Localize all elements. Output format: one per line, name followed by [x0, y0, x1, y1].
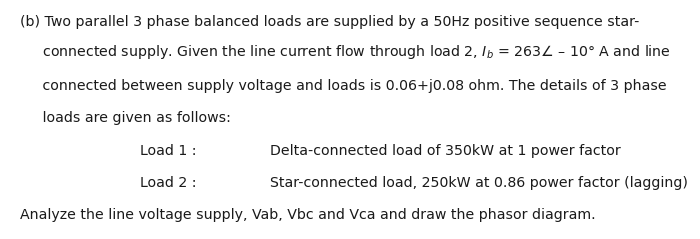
Text: (b) Two parallel 3 phase balanced loads are supplied by a 50Hz positive sequence: (b) Two parallel 3 phase balanced loads … [20, 15, 639, 29]
Text: connected between supply voltage and loads is 0.06+j0.08 ohm. The details of 3 p: connected between supply voltage and loa… [20, 79, 666, 93]
Text: loads are given as follows:: loads are given as follows: [20, 111, 230, 125]
Text: Star-connected load, 250kW at 0.86 power factor (lagging): Star-connected load, 250kW at 0.86 power… [270, 176, 687, 190]
Text: connected supply. Given the line current flow through load 2, $\mathit{I_b}$ = 2: connected supply. Given the line current… [20, 43, 671, 61]
Text: Analyze the line voltage supply, Vab, Vbc and Vca and draw the phasor diagram.: Analyze the line voltage supply, Vab, Vb… [20, 208, 595, 222]
Text: Load 1 :: Load 1 : [140, 144, 197, 158]
Text: Load 2 :: Load 2 : [140, 176, 197, 190]
Text: Delta-connected load of 350kW at 1 power factor: Delta-connected load of 350kW at 1 power… [270, 144, 620, 158]
